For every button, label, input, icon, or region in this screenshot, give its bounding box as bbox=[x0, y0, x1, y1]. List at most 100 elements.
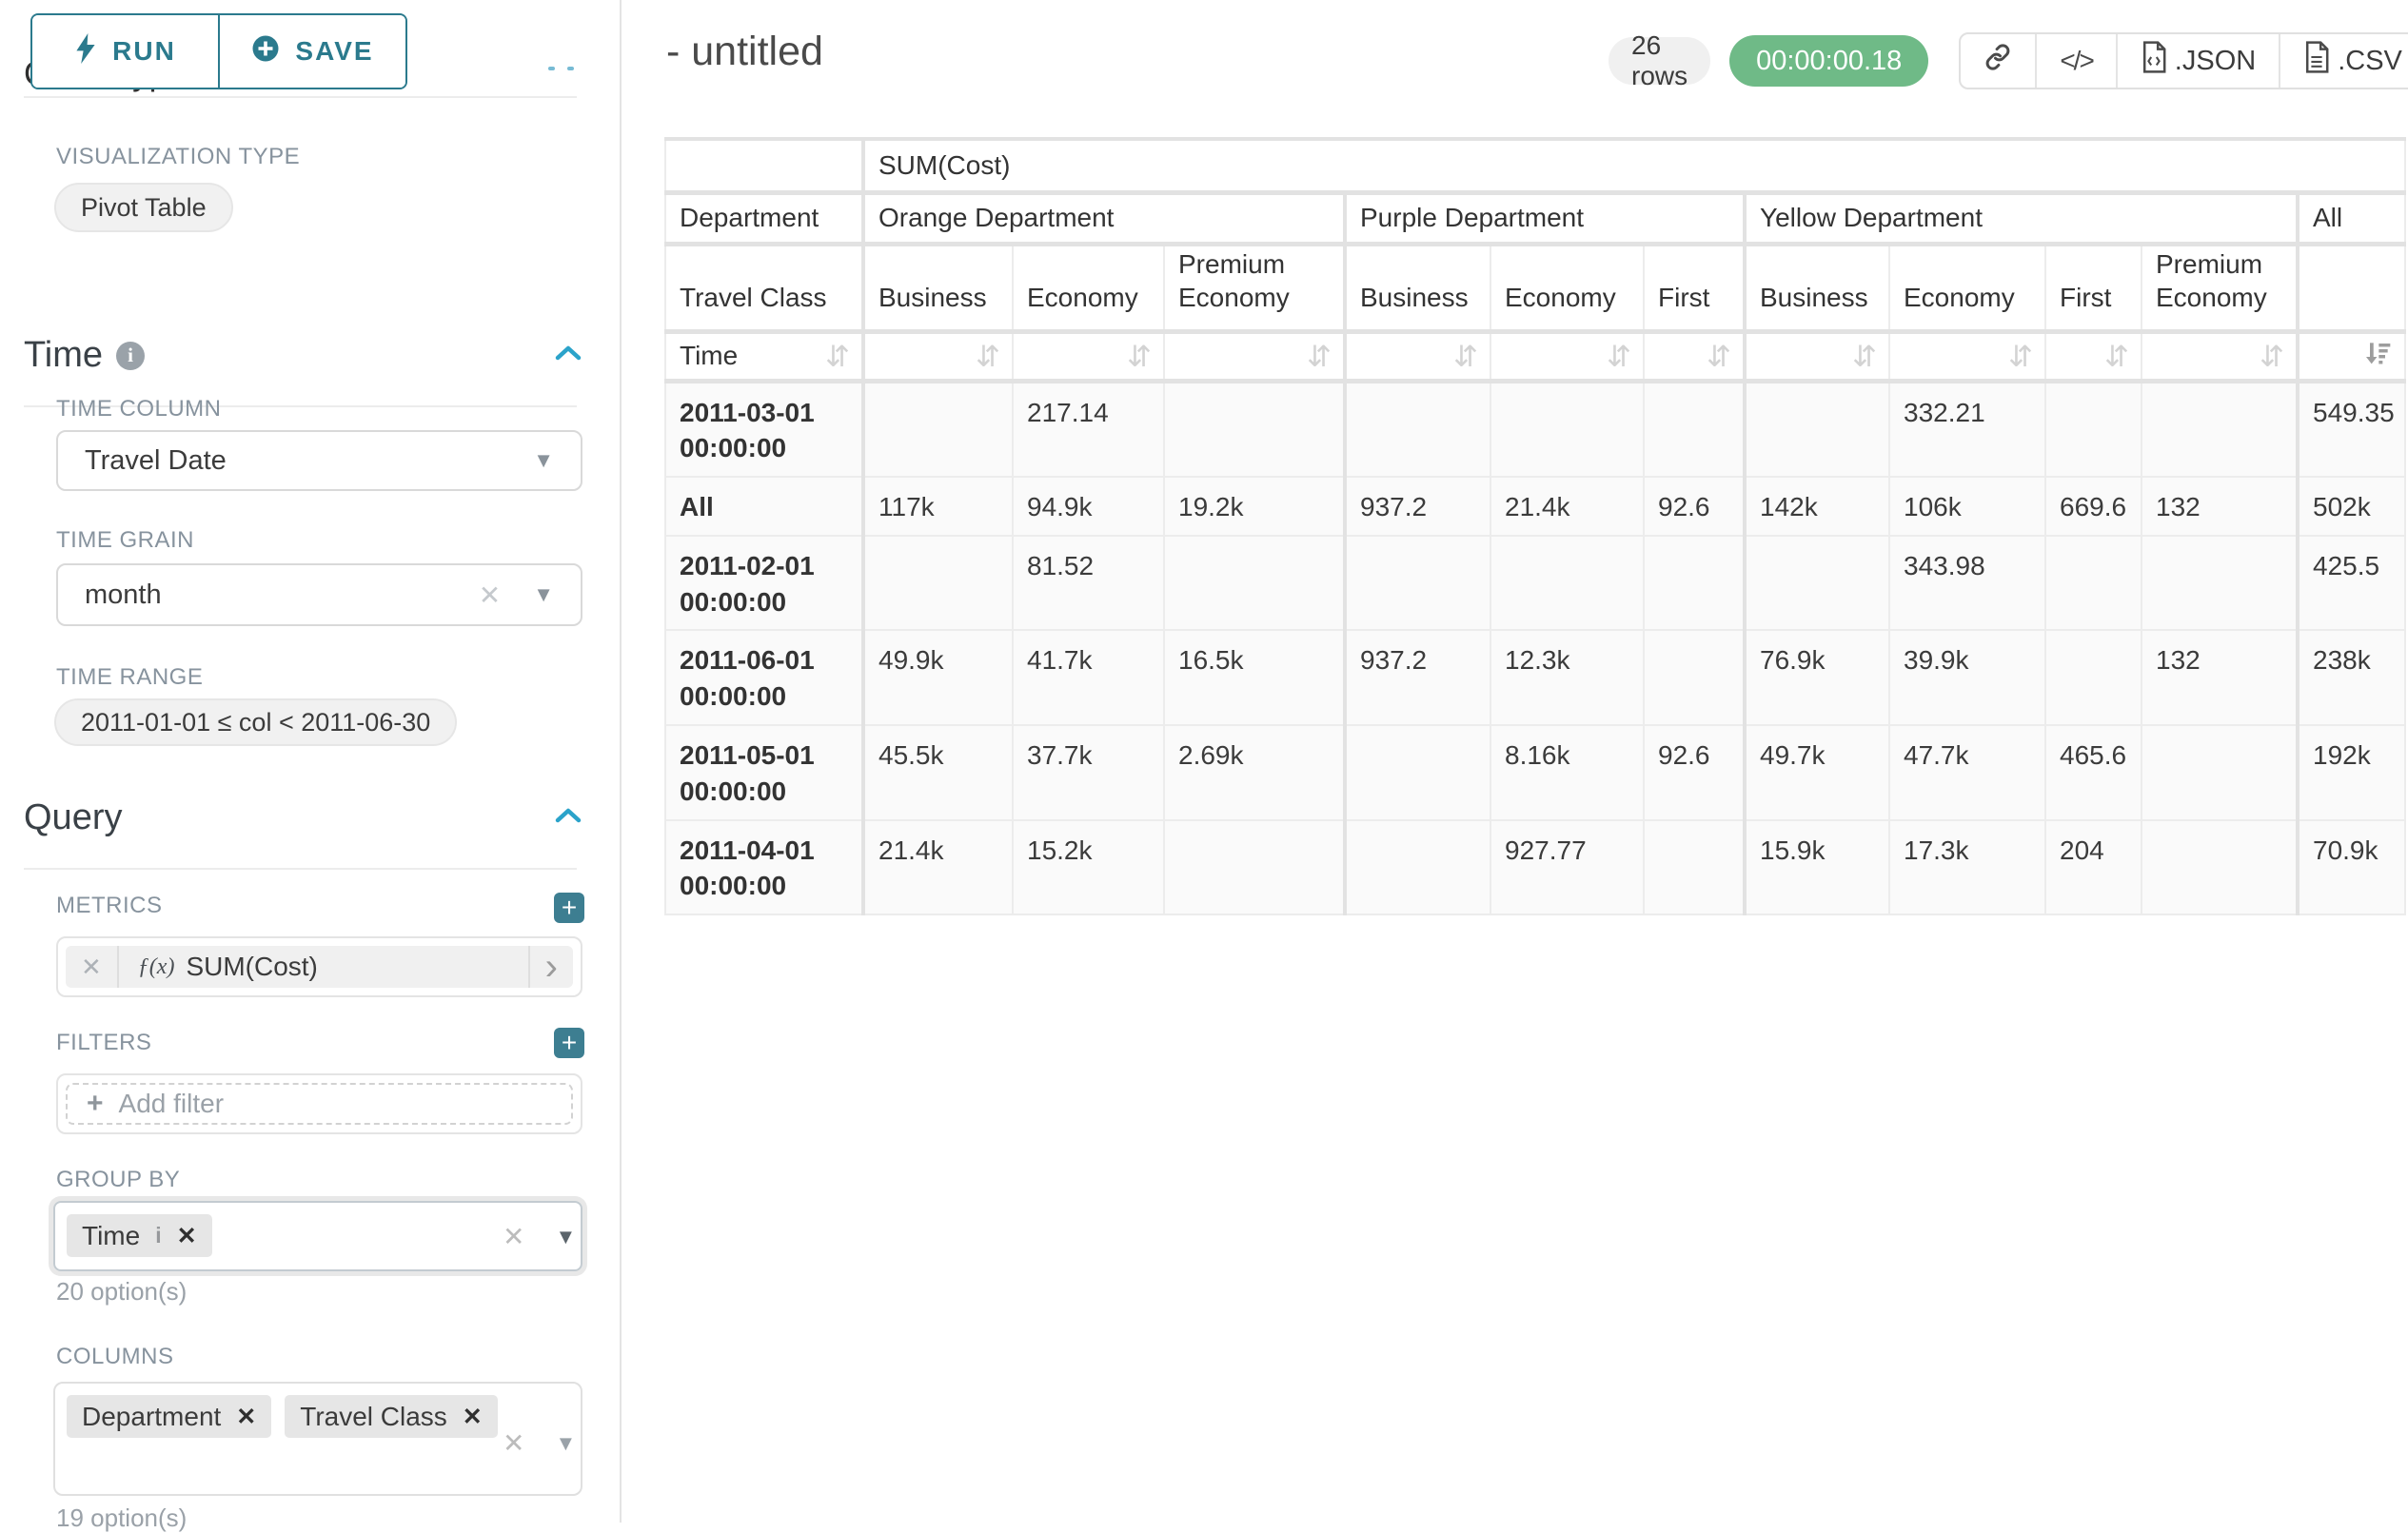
column-dimension-label: Department bbox=[664, 191, 864, 246]
time-column-select[interactable]: Travel Date ▼ bbox=[56, 430, 582, 491]
tag-close-icon[interactable]: ✕ bbox=[236, 1403, 257, 1430]
travel-class-header bbox=[2296, 243, 2406, 334]
time-sort-header[interactable]: Time ⇵ bbox=[664, 330, 864, 383]
plus-icon: + bbox=[87, 1088, 104, 1119]
columns-select[interactable]: Department ✕ Travel Class ✕ bbox=[53, 1382, 582, 1496]
control-panel: Chart Type RUN SAVE VISUALIZATION TYPE P… bbox=[0, 0, 622, 1532]
sort-icon[interactable]: ⇵ bbox=[2104, 339, 2129, 373]
travel-class-header: First bbox=[1643, 243, 1746, 334]
caret-down-icon[interactable]: ▼ bbox=[555, 1430, 577, 1455]
pivot-value-cell: 21.4k bbox=[1490, 476, 1645, 537]
sort-icon[interactable]: ⇵ bbox=[1307, 339, 1332, 373]
column-sort-header[interactable]: ⇵ bbox=[861, 330, 1014, 383]
pivot-value-cell: 81.52 bbox=[1012, 534, 1165, 632]
row-label: All bbox=[664, 476, 864, 537]
sort-icon[interactable]: ⇵ bbox=[1607, 339, 1631, 373]
pivot-value-cell bbox=[1163, 534, 1346, 632]
pivot-value-cell: 106k bbox=[1888, 476, 2046, 537]
pivot-value-cell: 17.3k bbox=[1888, 818, 2046, 916]
clear-icon[interactable]: ✕ bbox=[503, 1428, 525, 1458]
clear-icon[interactable]: ✕ bbox=[478, 580, 502, 610]
add-metric-button[interactable]: + bbox=[554, 893, 584, 923]
sort-icon[interactable]: ⇵ bbox=[1852, 339, 1877, 373]
caret-down-icon[interactable]: ▼ bbox=[555, 1224, 577, 1248]
sort-descending-icon[interactable] bbox=[2362, 338, 2393, 375]
pivot-value-cell bbox=[1343, 818, 1491, 916]
pivot-value-cell: 12.3k bbox=[1490, 629, 1645, 727]
query-timer-badge: 00:00:00.18 bbox=[1729, 35, 1929, 87]
group-by-controls: ✕ ▼ bbox=[503, 1221, 576, 1252]
viz-type-label: VISUALIZATION TYPE bbox=[56, 144, 301, 169]
column-sort-header[interactable]: ⇵ bbox=[1643, 330, 1746, 383]
column-sort-header[interactable]: ⇵ bbox=[1888, 330, 2046, 383]
column-sort-header[interactable]: ⇵ bbox=[2044, 330, 2142, 383]
row-label: 2011-06-01 00:00:00 bbox=[664, 629, 864, 727]
travel-class-header: Business bbox=[1343, 243, 1491, 334]
remove-metric-icon[interactable]: ✕ bbox=[66, 946, 119, 988]
table-row: 2011-06-01 00:00:00 49.9k 41.7k 16.5k 937.2 1… bbox=[664, 629, 2406, 727]
row-label: 2011-04-01 00:00:00 bbox=[664, 818, 864, 916]
pivot-value-cell bbox=[2044, 629, 2142, 727]
tag-close-icon[interactable]: ✕ bbox=[462, 1403, 483, 1430]
export-json-button[interactable]: .JSON bbox=[2115, 34, 2279, 88]
pivot-value-cell: 49.7k bbox=[1743, 724, 1890, 821]
group-by-select[interactable]: Time i ✕ bbox=[53, 1201, 582, 1271]
row-label: 2011-03-01 00:00:00 bbox=[664, 379, 864, 479]
panel-drag-handle[interactable] bbox=[548, 67, 574, 70]
tag-close-icon[interactable]: ✕ bbox=[176, 1222, 197, 1249]
result-header-controls: 26 rows 00:00:00.18 </> .JSON .CSV bbox=[1609, 30, 2408, 90]
pivot-value-cell bbox=[1163, 379, 1346, 479]
query-section-title: Query bbox=[24, 797, 123, 837]
column-sort-header[interactable]: ⇵ bbox=[1343, 330, 1491, 383]
pivot-value-cell: 937.2 bbox=[1343, 476, 1491, 537]
clear-icon[interactable]: ✕ bbox=[503, 1222, 525, 1251]
group-by-tag[interactable]: Time i ✕ bbox=[67, 1214, 212, 1257]
travel-class-header: Economy bbox=[1888, 243, 2046, 334]
divider bbox=[24, 405, 577, 407]
copy-link-button[interactable] bbox=[1961, 34, 2035, 88]
pivot-value-cell bbox=[2044, 534, 2142, 632]
time-section-header[interactable]: Time i bbox=[24, 335, 582, 376]
column-sort-header[interactable]: ⇵ bbox=[1743, 330, 1890, 383]
column-sort-header[interactable]: ⇵ bbox=[2141, 330, 2299, 383]
pivot-value-cell bbox=[1163, 818, 1346, 916]
chevron-up-icon[interactable] bbox=[554, 806, 582, 830]
export-csv-button[interactable]: .CSV bbox=[2279, 34, 2408, 88]
column-sort-header[interactable]: ⇵ bbox=[1490, 330, 1645, 383]
sort-icon[interactable]: ⇵ bbox=[976, 339, 1000, 373]
column-sort-header[interactable] bbox=[2296, 330, 2406, 383]
columns-tag[interactable]: Department ✕ bbox=[67, 1395, 272, 1438]
export-button-group: </> .JSON .CSV bbox=[1959, 32, 2408, 89]
sort-icon[interactable]: ⇵ bbox=[2260, 339, 2284, 373]
sort-icon[interactable]: ⇵ bbox=[2008, 339, 2033, 373]
query-section-header[interactable]: Query bbox=[24, 797, 582, 838]
chart-title[interactable]: - untitled bbox=[666, 29, 823, 74]
pivot-value-cell: 192k bbox=[2296, 724, 2406, 821]
metric-chip[interactable]: ✕ ƒ(x) SUM(Cost) › bbox=[66, 946, 573, 988]
pivot-value-cell: 132 bbox=[2141, 476, 2299, 537]
sort-icon[interactable]: ⇵ bbox=[1707, 339, 1731, 373]
pivot-value-cell: 41.7k bbox=[1012, 629, 1165, 727]
add-filter-button[interactable]: + Add filter bbox=[66, 1083, 573, 1125]
add-filter-plus-button[interactable]: + bbox=[554, 1028, 584, 1058]
sort-icon[interactable]: ⇵ bbox=[825, 339, 850, 373]
time-range-chip[interactable]: 2011-01-01 ≤ col < 2011-06-30 bbox=[54, 698, 458, 746]
sort-icon[interactable]: ⇵ bbox=[1453, 339, 1478, 373]
tag-info-icon: i bbox=[155, 1223, 162, 1248]
department-group-header: Purple Department bbox=[1343, 191, 1746, 246]
sort-icon[interactable]: ⇵ bbox=[1127, 339, 1152, 373]
time-grain-select[interactable]: month ✕ ▼ bbox=[56, 563, 582, 626]
save-button[interactable]: SAVE bbox=[218, 15, 405, 88]
column-sort-header[interactable]: ⇵ bbox=[1163, 330, 1346, 383]
embed-code-button[interactable]: </> bbox=[2035, 34, 2115, 88]
table-row: 2011-03-01 00:00:00 217.14 332.21 549.35 bbox=[664, 379, 2406, 479]
chevron-up-icon[interactable] bbox=[554, 344, 582, 367]
chevron-right-icon[interactable]: › bbox=[527, 946, 573, 988]
column-sort-header[interactable]: ⇵ bbox=[1012, 330, 1165, 383]
run-button[interactable]: RUN bbox=[32, 15, 218, 88]
viz-type-chip[interactable]: Pivot Table bbox=[54, 183, 233, 232]
filters-container: + Add filter bbox=[56, 1073, 582, 1134]
pivot-value-cell bbox=[861, 379, 1014, 479]
pivot-value-cell: 37.7k bbox=[1012, 724, 1165, 821]
columns-tag[interactable]: Travel Class ✕ bbox=[285, 1395, 498, 1438]
